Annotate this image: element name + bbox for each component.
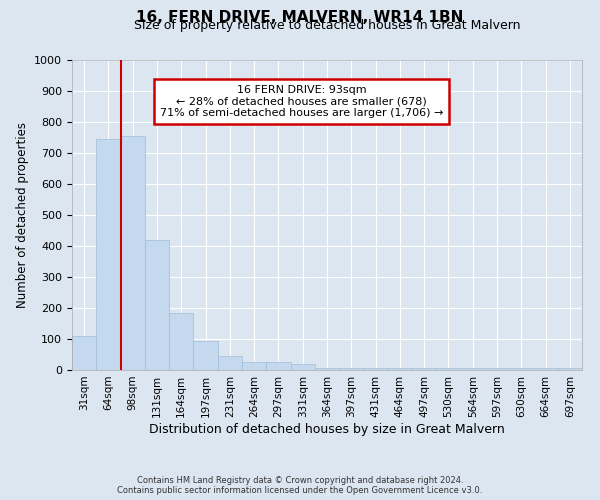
Bar	[509, 368, 533, 370]
X-axis label: Distribution of detached houses by size in Great Malvern: Distribution of detached houses by size …	[149, 422, 505, 436]
Bar	[412, 368, 436, 370]
Bar	[218, 356, 242, 370]
Bar	[290, 364, 315, 370]
Text: 16 FERN DRIVE: 93sqm
← 28% of detached houses are smaller (678)
71% of semi-deta: 16 FERN DRIVE: 93sqm ← 28% of detached h…	[160, 85, 443, 118]
Bar	[388, 368, 412, 370]
Bar	[96, 139, 121, 370]
Bar	[461, 368, 485, 370]
Bar	[315, 368, 339, 370]
Bar	[558, 368, 582, 370]
Bar	[169, 312, 193, 370]
Bar	[436, 368, 461, 370]
Bar	[121, 136, 145, 370]
Text: 16, FERN DRIVE, MALVERN, WR14 1BN: 16, FERN DRIVE, MALVERN, WR14 1BN	[136, 10, 464, 25]
Y-axis label: Number of detached properties: Number of detached properties	[16, 122, 29, 308]
Bar	[193, 340, 218, 370]
Bar	[242, 362, 266, 370]
Bar	[364, 368, 388, 370]
Bar	[266, 362, 290, 370]
Text: Contains HM Land Registry data © Crown copyright and database right 2024.
Contai: Contains HM Land Registry data © Crown c…	[118, 476, 482, 495]
Title: Size of property relative to detached houses in Great Malvern: Size of property relative to detached ho…	[134, 20, 520, 32]
Bar	[145, 240, 169, 370]
Bar	[339, 368, 364, 370]
Bar	[485, 368, 509, 370]
Bar	[72, 336, 96, 370]
Bar	[533, 368, 558, 370]
